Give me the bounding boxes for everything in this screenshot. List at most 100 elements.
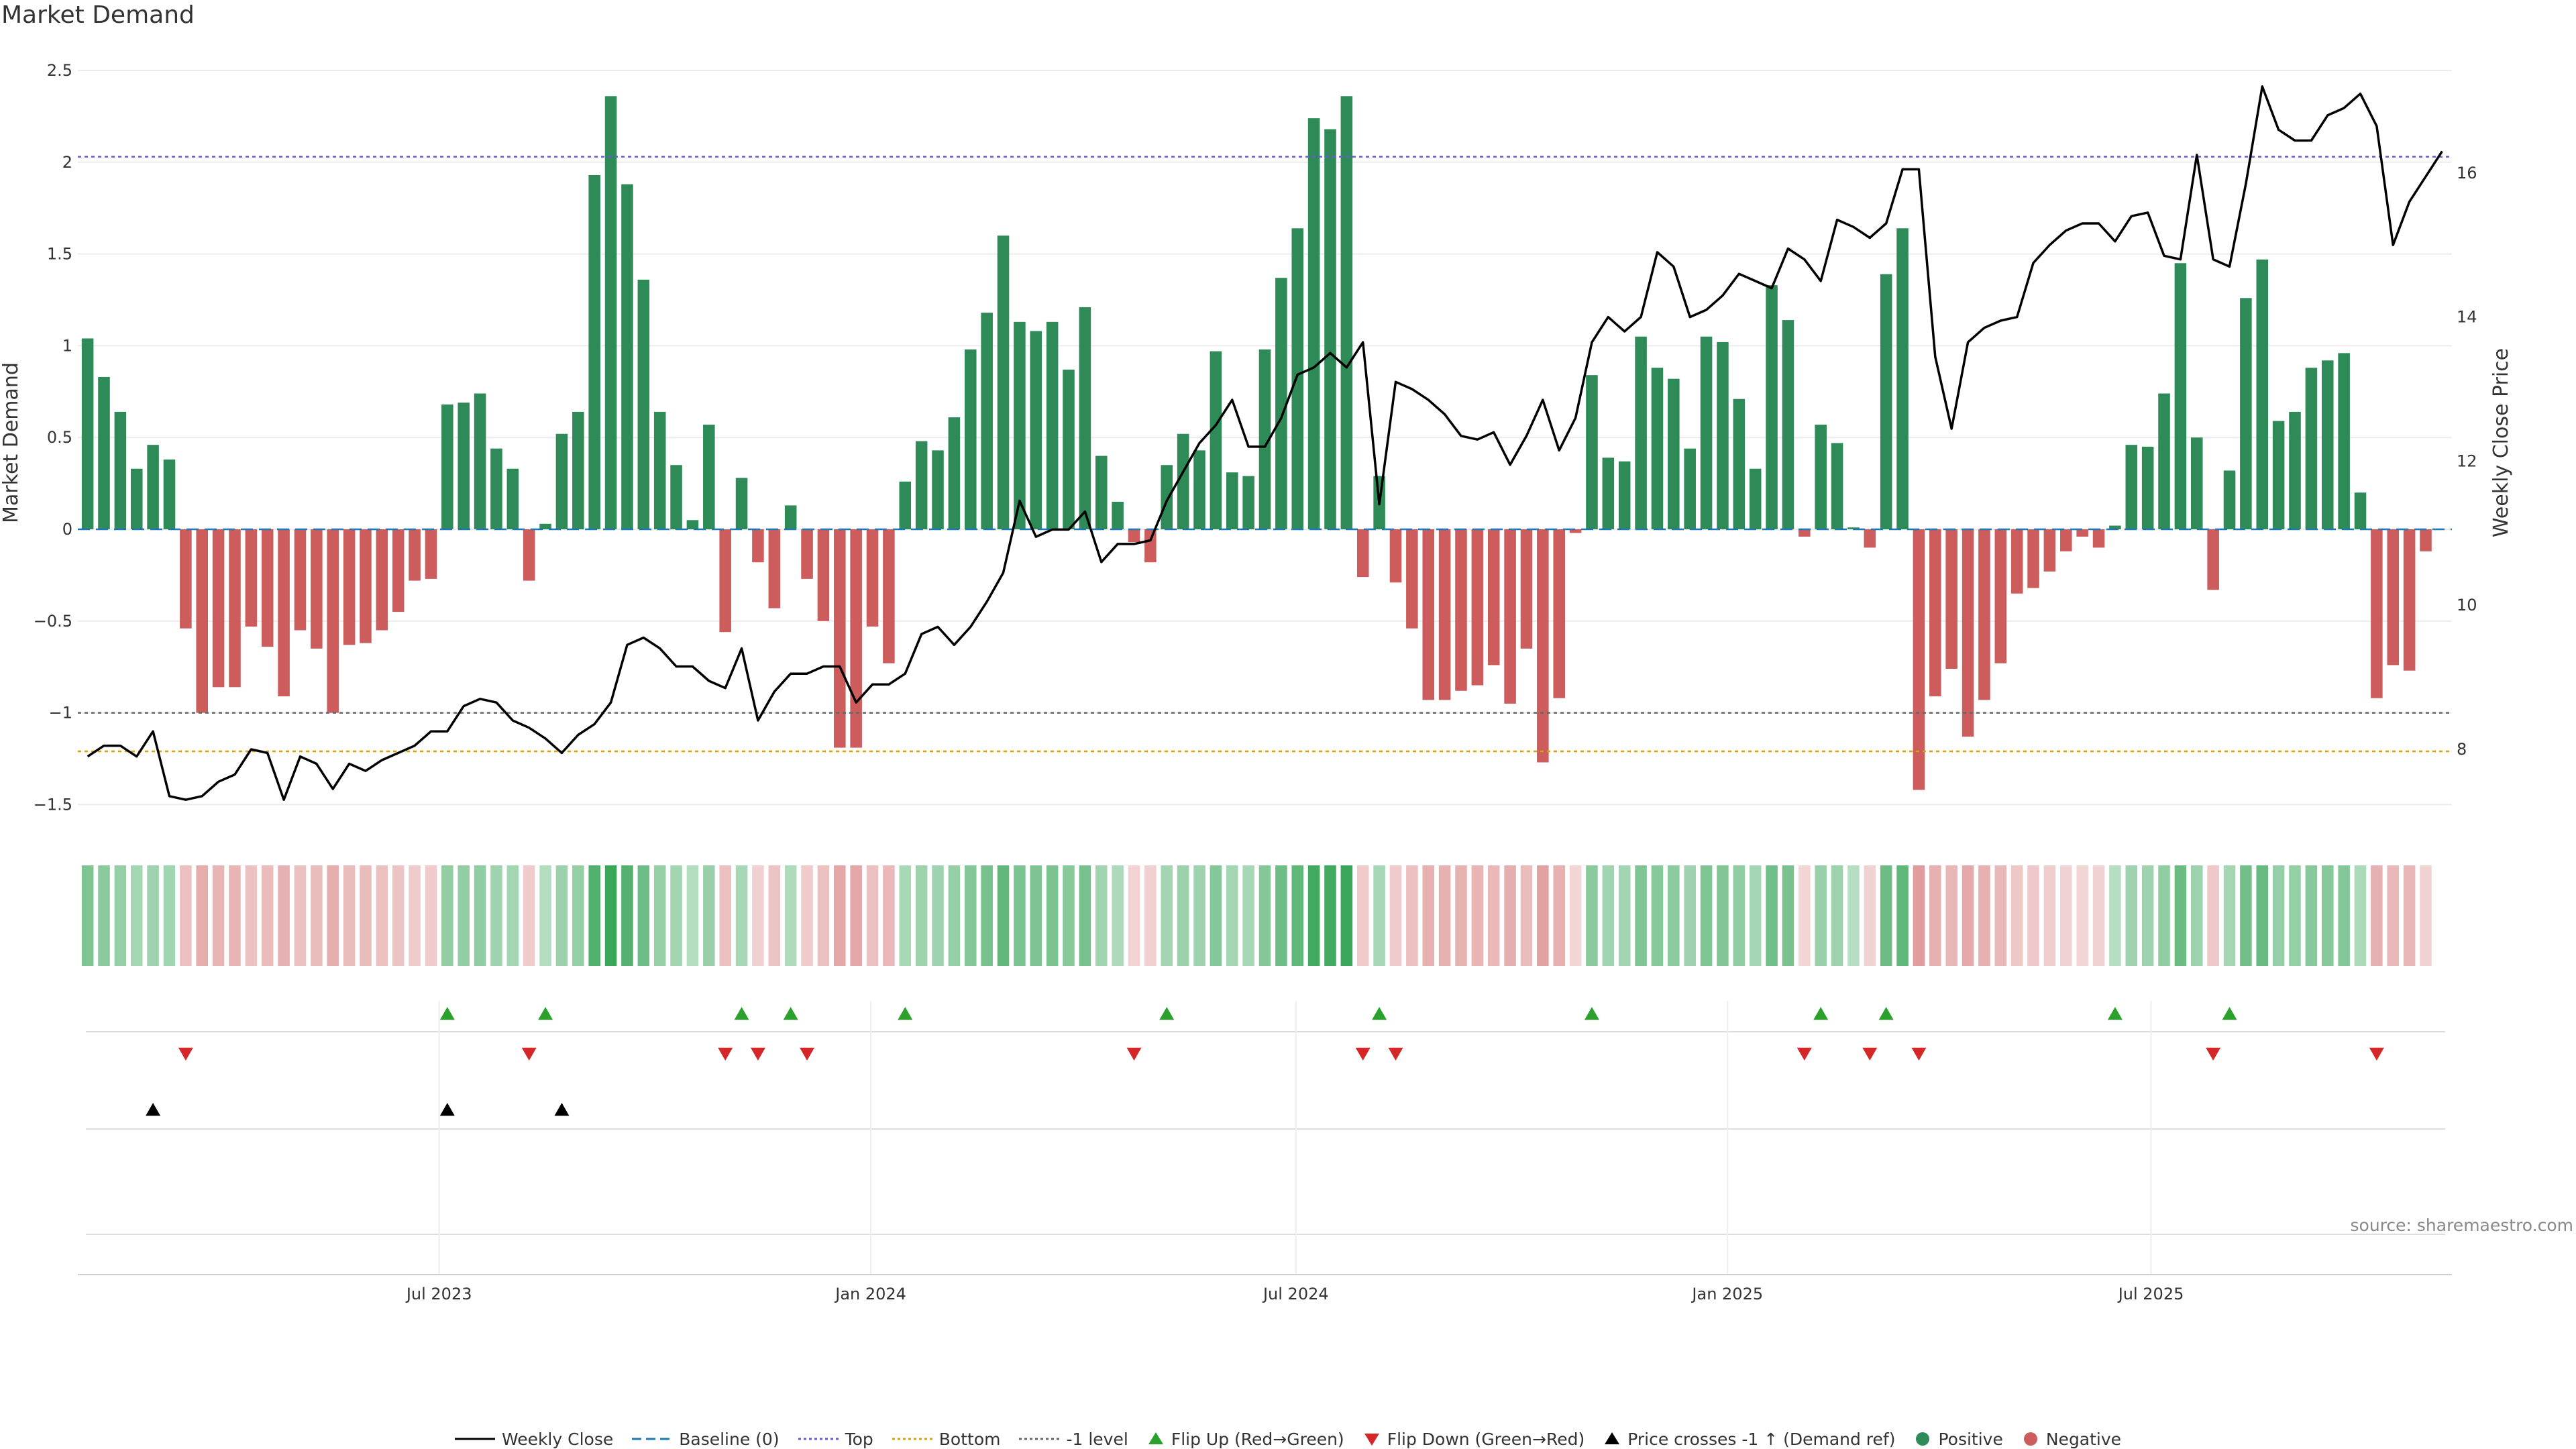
demand-bar [1406,529,1418,629]
flip-down-marker [2369,1047,2384,1061]
demand-bar [294,529,307,631]
heat-cell [98,865,110,966]
heat-cell [2256,865,2269,966]
flip-up-marker [538,1007,553,1020]
legend-item[interactable]: Flip Up (Red→Green) [1147,1430,1344,1449]
demand-bar [1275,278,1287,529]
demand-bar [2174,263,2187,529]
heat-cell [490,865,502,966]
demand-bar [2109,525,2121,529]
heat-cell [1128,865,1140,966]
demand-bar [1177,433,1189,529]
heat-cell [2125,865,2138,966]
heat-cell [997,865,1010,966]
legend-item[interactable]: Price crosses -1 ↑ (Demand ref) [1603,1430,1895,1449]
heat-cell [621,865,633,966]
demand-bar [2010,529,2023,594]
flip-down-marker [800,1047,815,1061]
legend-item[interactable]: -1 level [1019,1430,1128,1449]
demand-bar [1455,529,1467,691]
legend-label: Baseline (0) [679,1429,780,1449]
flip-up-marker [1878,1007,1894,1020]
heat-cell [1978,865,1990,966]
y-tick-label-left: 1 [62,336,72,355]
legend-item[interactable]: Positive [1914,1430,2003,1449]
demand-bar [1520,529,1533,649]
legend-item[interactable]: Weekly Close [454,1429,614,1449]
reference-lines [78,156,2452,753]
demand-bar [1356,529,1369,578]
demand-bar [2092,529,2105,548]
heat-cell [965,865,977,966]
heat-cell [2371,865,2383,966]
heat-cell [1014,865,1026,966]
demand-bar [1945,529,1957,669]
demand-bar [834,529,846,748]
signal-panels [86,1001,2445,1275]
demand-bar [196,529,209,713]
heat-cell [1782,865,1794,966]
legend-item[interactable]: Baseline (0) [632,1429,780,1449]
demand-bar [441,404,453,529]
demand-bar [360,529,372,643]
heat-cell [866,865,879,966]
demand-bar [2141,446,2154,529]
y-tick-label-right: 16 [2457,164,2477,182]
legend-item[interactable]: Top [798,1430,873,1449]
flip-down-marker [178,1047,193,1061]
heat-cell [752,865,764,966]
heat-cell [2207,865,2219,966]
heat-cell [1455,865,1467,966]
demand-bars [81,96,2432,790]
heat-cell [1553,865,1565,966]
demand-bar [114,411,127,529]
demand-bar [1799,529,1811,537]
demand-bar [1766,285,1778,529]
heat-cell [1766,865,1778,966]
heat-cell [2158,865,2170,966]
demand-bar [915,441,928,529]
heat-cell [539,865,551,966]
demand-bar [1340,96,1353,529]
legend-label: Weekly Close [501,1429,614,1449]
heat-cell [2174,865,2187,966]
demand-bar [1324,129,1336,529]
demand-bar [1079,307,1091,529]
heat-cell [1307,865,1320,966]
flip-up-marker [734,1007,749,1020]
flip-up-marker [1584,1007,1599,1020]
x-axis: Jul 2023 Jan 2024 Jul 2024 Jan 2025 Jul 2025 [78,1274,2452,1303]
demand-bar [1144,529,1157,563]
heat-cell [1815,865,1827,966]
heat-cell [130,865,143,966]
price-cross-marker [439,1103,455,1116]
legend-label: Flip Down (Green→Red) [1387,1429,1585,1449]
flip-down-marker [1388,1047,1403,1061]
circle-icon [2023,1432,2037,1446]
legend-item[interactable]: Bottom [892,1430,1000,1449]
flip-up-marker [1159,1007,1175,1020]
flip-down-marker [1355,1047,1371,1061]
demand-bar [850,529,862,748]
demand-bar [163,460,176,529]
demand-bar [588,174,600,529]
heat-cell [1063,865,1075,966]
demand-bar [2272,421,2285,529]
legend-item[interactable]: Flip Down (Green→Red) [1363,1430,1585,1449]
demand-bar [506,468,519,529]
y-tick-label-left: 2 [62,153,72,172]
heat-cell [1161,865,1173,966]
demand-bar [981,313,993,529]
heat-cell [1994,865,2007,966]
heat-cell [1880,865,1892,966]
heat-cell [1193,865,1205,966]
demand-bar [997,235,1010,529]
demand-bar [2305,368,2318,529]
heat-cell [1864,865,1876,966]
heat-cell [1046,865,1059,966]
demand-bar [703,425,715,529]
legend-item[interactable]: Negative [2022,1430,2121,1449]
heat-cell [1896,865,1909,966]
demand-bar [1847,527,1860,529]
heat-cell [409,865,421,966]
